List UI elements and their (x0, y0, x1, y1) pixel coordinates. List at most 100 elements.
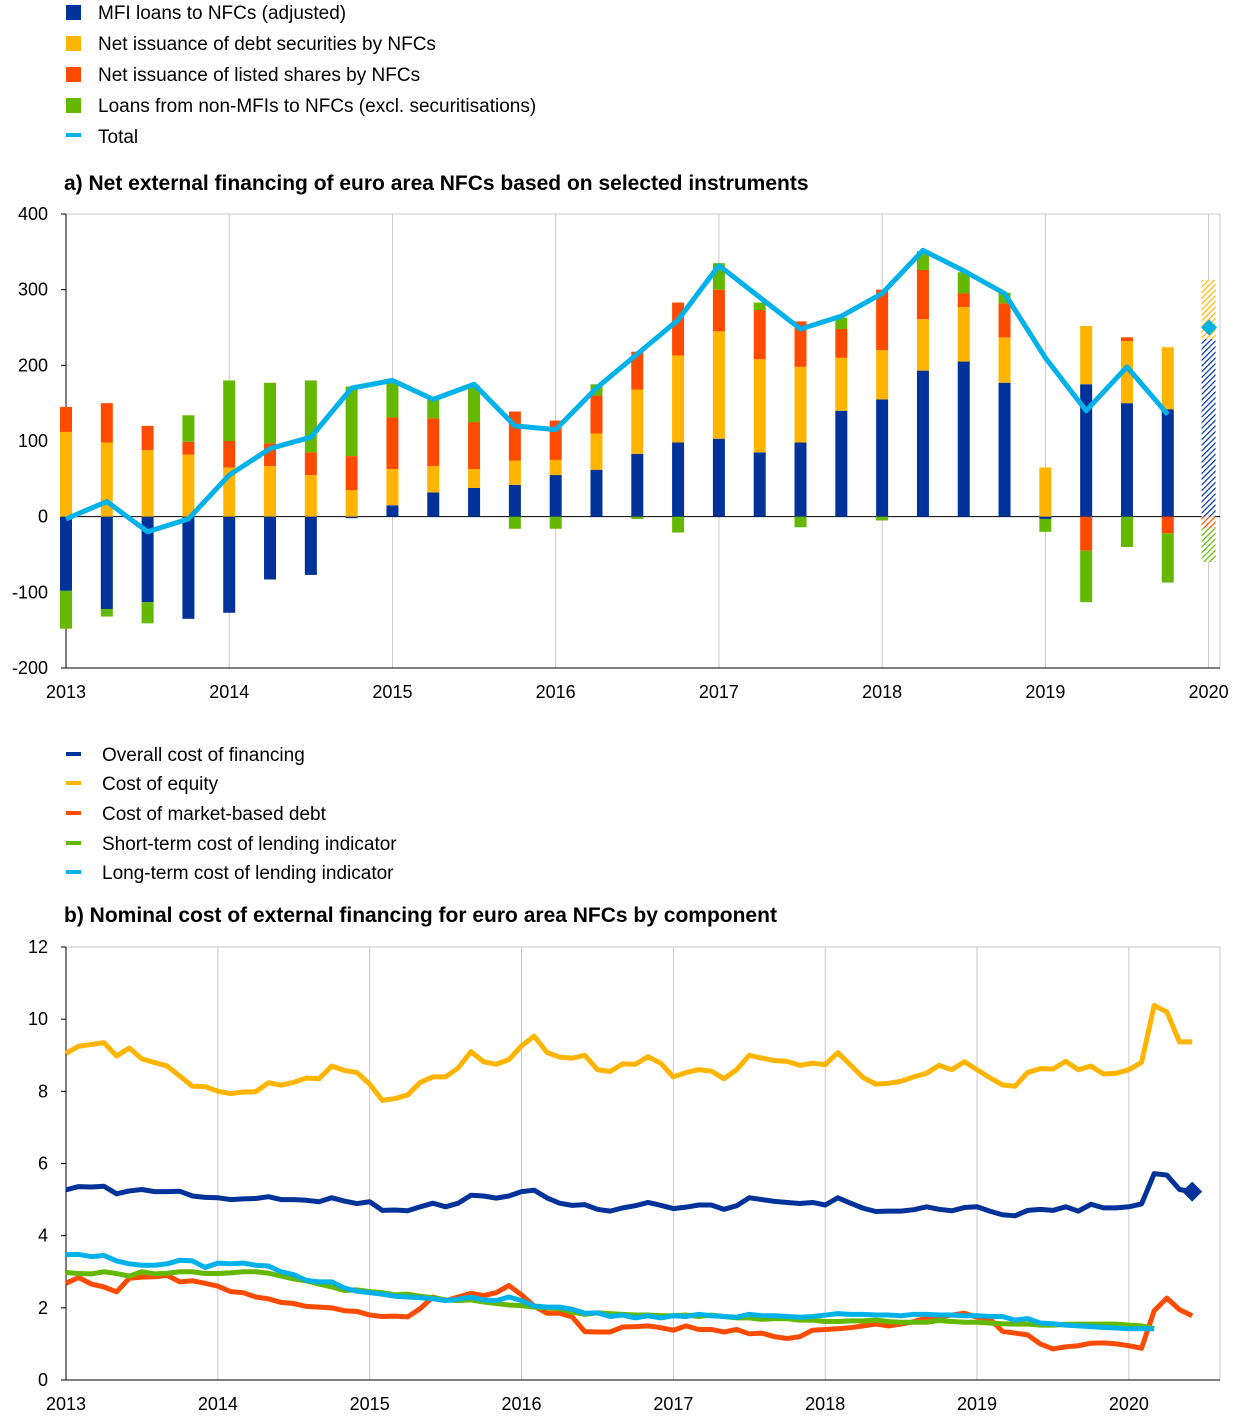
x-tick-b-2014: 2014 (198, 1394, 238, 1414)
bar-debt (386, 468, 399, 506)
bar-debt (876, 350, 889, 400)
bar-shares (223, 441, 236, 468)
bar-nonmfi (100, 608, 113, 617)
panel-b: 2013 2014 2015 2016 2017 2018 2019 2020 12 10 8 6 4 2… (28, 937, 1221, 1414)
bar-mfi (60, 516, 72, 591)
bar-shares (1161, 516, 1174, 534)
legend-item-short-term: Short-term cost of lending indicator (66, 834, 397, 855)
bar-shares (916, 269, 929, 320)
bar-nonmfi (427, 397, 440, 419)
bar-shares (876, 289, 889, 351)
legend-swatch-mfi (66, 5, 81, 20)
legend-label-overall: Overall cost of financing (102, 745, 305, 766)
bar-nonmfi (386, 381, 399, 418)
bar-debt (182, 454, 195, 517)
x-tick-a-2017: 2017 (699, 682, 739, 702)
bar-shares (753, 310, 766, 360)
line-long_term (65, 1251, 1155, 1332)
bar-nonmfi (1120, 516, 1133, 547)
bar-debt (468, 468, 481, 488)
x-tick-a-2018: 2018 (862, 682, 902, 702)
bar-mfi (712, 438, 725, 517)
bar-mfi (753, 452, 766, 517)
bar-debt (427, 465, 440, 493)
bar-debt (304, 475, 317, 517)
bar-debt (141, 450, 154, 517)
chart-b-title: b) Nominal cost of external financing fo… (64, 904, 777, 927)
estimate-bar-shares (1201, 516, 1216, 529)
y-tick-b-12: 12 (28, 937, 48, 957)
y-tick-b-0: 0 (38, 1370, 48, 1390)
x-tick-a-2019: 2019 (1025, 682, 1065, 702)
legend-item-debt: Net issuance of debt securities by NFCs (66, 34, 436, 55)
y-tick-a-200: 200 (18, 355, 48, 375)
bar-shares (1120, 337, 1133, 342)
x-tick-b-2017: 2017 (653, 1394, 693, 1414)
x-tick-a-2020: 2020 (1189, 682, 1229, 702)
x-tick-a-2014: 2014 (209, 682, 249, 702)
bar-mfi (549, 475, 562, 517)
legend-label-total: Total (98, 127, 138, 148)
total-line (65, 247, 1170, 535)
bar-nonmfi (60, 590, 72, 629)
bar-debt (1120, 341, 1133, 404)
bar-mfi (386, 505, 399, 517)
bar-nonmfi (345, 386, 358, 457)
bar-nonmfi (141, 602, 154, 624)
legend-swatch-long-term (66, 870, 81, 874)
bar-mfi (345, 516, 358, 519)
bar-mfi (835, 410, 848, 517)
estimate-bar-nonmfi (1201, 528, 1216, 563)
legend-swatch-equity (66, 781, 81, 785)
bar-mfi (1080, 384, 1093, 517)
bar-shares (957, 293, 970, 308)
bar-debt (508, 460, 521, 485)
bar-debt (549, 459, 562, 476)
bar-debt (264, 465, 277, 517)
bar-shares (590, 395, 603, 434)
line-market_debt (64, 1272, 1194, 1352)
bar-mfi (794, 442, 807, 517)
total-estimate-marker (1201, 319, 1218, 336)
marker-overall-last (1182, 1181, 1203, 1202)
bar-debt (631, 389, 644, 454)
bar-nonmfi (1080, 550, 1093, 603)
y-tick-a--100: -100 (12, 582, 48, 602)
bar-nonmfi (304, 380, 317, 453)
bar-mfi (100, 516, 113, 609)
bar-mfi (427, 492, 440, 517)
bar-mfi (508, 484, 521, 517)
legend-swatch-total (66, 133, 81, 137)
x-tick-b-2015: 2015 (350, 1394, 390, 1414)
bar-nonmfi (835, 317, 848, 330)
bar-mfi (1039, 516, 1052, 519)
y-tick-b-6: 6 (38, 1154, 48, 1174)
bar-mfi (182, 516, 195, 619)
bar-shares (345, 456, 358, 491)
y-tick-b-8: 8 (38, 1081, 48, 1101)
bar-nonmfi (957, 272, 970, 294)
bar-debt (100, 442, 113, 517)
x-tick-a-2016: 2016 (536, 682, 576, 702)
bar-shares (998, 303, 1011, 338)
bar-shares (304, 452, 317, 476)
bar-nonmfi (794, 516, 807, 528)
legend-label-shares: Net issuance of listed shares by NFCs (98, 65, 420, 86)
bar-debt (998, 337, 1011, 383)
line-equity (64, 1002, 1193, 1103)
bar-mfi (876, 399, 889, 517)
bar-shares (141, 425, 154, 451)
bar-mfi (1161, 409, 1174, 517)
bar-debt (1039, 467, 1052, 517)
bar-shares (835, 329, 848, 358)
bar-nonmfi (182, 415, 195, 442)
bar-debt (916, 319, 929, 371)
legend-b: Overall cost of financing Cost of equity… (66, 745, 397, 884)
bar-nonmfi (549, 516, 562, 529)
x-tick-b-2018: 2018 (805, 1394, 845, 1414)
bar-nonmfi (672, 516, 685, 533)
bar-mfi (1120, 403, 1133, 517)
legend-swatch-nonmfi (66, 98, 81, 113)
x-tick-a-2013: 2013 (46, 682, 86, 702)
